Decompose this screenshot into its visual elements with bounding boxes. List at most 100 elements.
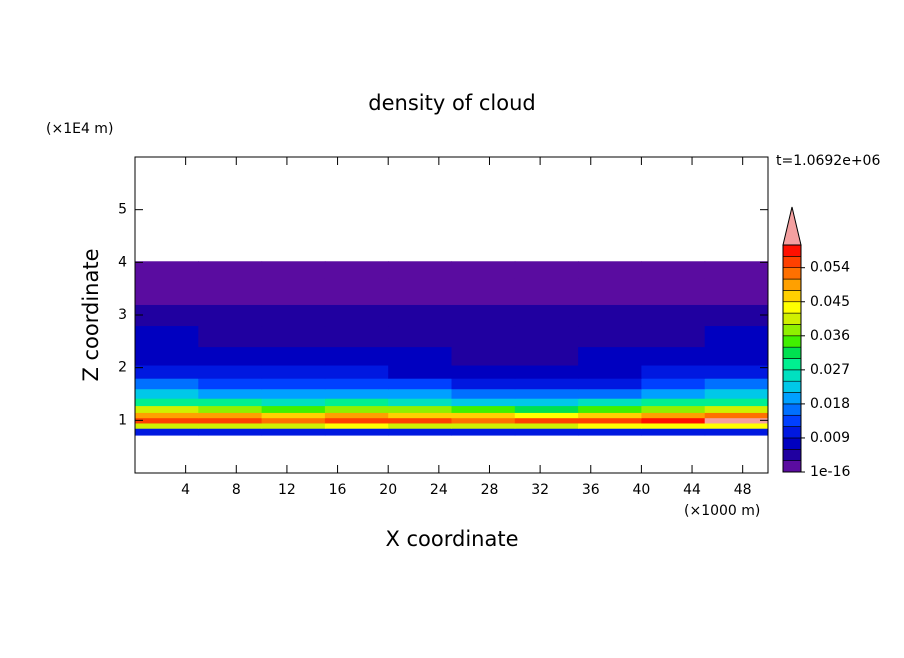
cell xyxy=(451,412,516,419)
cell xyxy=(451,398,516,407)
colorbar-band xyxy=(782,358,802,371)
cell xyxy=(198,398,263,407)
cell xyxy=(324,278,389,305)
cell xyxy=(704,388,769,399)
colorbar-band xyxy=(782,426,802,439)
cell xyxy=(324,412,389,419)
x-tick-label: 36 xyxy=(582,482,600,498)
cell xyxy=(578,422,642,429)
cell xyxy=(578,388,642,399)
x-tick-label: 8 xyxy=(232,482,241,498)
colorbar-band xyxy=(782,403,802,416)
cell xyxy=(198,378,263,390)
cell xyxy=(514,325,579,348)
colorbar-tick-label: 0.009 xyxy=(810,430,850,446)
cell xyxy=(514,378,579,390)
cell xyxy=(641,346,706,366)
cell xyxy=(198,325,263,348)
cell xyxy=(704,422,769,429)
cell xyxy=(704,261,769,279)
cell xyxy=(451,278,516,305)
cell xyxy=(261,428,326,436)
cell xyxy=(388,378,452,390)
y-unit: (×1E4 m) xyxy=(46,121,113,137)
cell xyxy=(578,417,642,424)
cell xyxy=(514,422,579,429)
cell xyxy=(641,405,706,413)
colorbar-tick-label: 1e-16 xyxy=(810,464,850,480)
colorbar-tick-label: 0.036 xyxy=(810,328,850,344)
cell xyxy=(451,417,516,424)
cell xyxy=(324,428,389,436)
cell xyxy=(451,405,516,413)
cell xyxy=(388,422,452,429)
cell xyxy=(324,365,389,379)
cell xyxy=(198,422,263,429)
cell xyxy=(135,346,199,366)
cell xyxy=(704,378,769,390)
cell xyxy=(261,398,326,407)
cell xyxy=(578,346,642,366)
cell xyxy=(135,428,199,436)
cell xyxy=(704,412,769,419)
cell xyxy=(198,417,263,424)
colorbar-band xyxy=(782,301,802,314)
cell xyxy=(704,405,769,413)
y-tick-label: 3 xyxy=(118,307,127,323)
colorbar-band xyxy=(782,437,802,450)
cell xyxy=(135,261,199,279)
cell xyxy=(704,278,769,305)
cell xyxy=(451,388,516,399)
cell xyxy=(388,346,452,366)
cell xyxy=(514,428,579,436)
x-tick-label: 24 xyxy=(430,482,448,498)
cell xyxy=(135,417,199,424)
cell xyxy=(514,346,579,366)
cell xyxy=(198,388,263,399)
cell xyxy=(388,365,452,379)
x-tick-label: 44 xyxy=(683,482,701,498)
cell xyxy=(704,417,769,424)
chart-title: density of cloud xyxy=(368,91,535,115)
cell xyxy=(641,417,706,424)
colorbar-band xyxy=(782,448,802,461)
cell xyxy=(641,412,706,419)
cell xyxy=(388,428,452,436)
cell xyxy=(641,398,706,407)
y-tick-label: 5 xyxy=(118,202,127,218)
cell xyxy=(578,398,642,407)
x-tick-label: 12 xyxy=(278,482,296,498)
cell xyxy=(198,304,263,327)
cell xyxy=(198,428,263,436)
cell xyxy=(704,325,769,348)
cell xyxy=(514,417,579,424)
cell xyxy=(704,365,769,379)
cell xyxy=(451,261,516,279)
cell xyxy=(578,378,642,390)
cell xyxy=(135,325,199,348)
cell xyxy=(578,365,642,379)
cell xyxy=(578,304,642,327)
cell xyxy=(451,325,516,348)
cell xyxy=(135,422,199,429)
x-tick-label: 32 xyxy=(531,482,549,498)
cell xyxy=(324,398,389,407)
colorbar-frame xyxy=(782,244,802,473)
cell xyxy=(261,422,326,429)
cell xyxy=(388,388,452,399)
cell xyxy=(704,346,769,366)
cell xyxy=(514,412,579,419)
cell xyxy=(261,378,326,390)
cell xyxy=(261,365,326,379)
cell xyxy=(451,346,516,366)
cell xyxy=(261,278,326,305)
x-tick-label: 16 xyxy=(329,482,347,498)
x-tick-label: 40 xyxy=(632,482,650,498)
colorbar-band xyxy=(782,256,802,269)
cell xyxy=(641,422,706,429)
cell xyxy=(324,388,389,399)
cell xyxy=(198,261,263,279)
cell xyxy=(198,278,263,305)
cell xyxy=(324,422,389,429)
cell xyxy=(261,325,326,348)
